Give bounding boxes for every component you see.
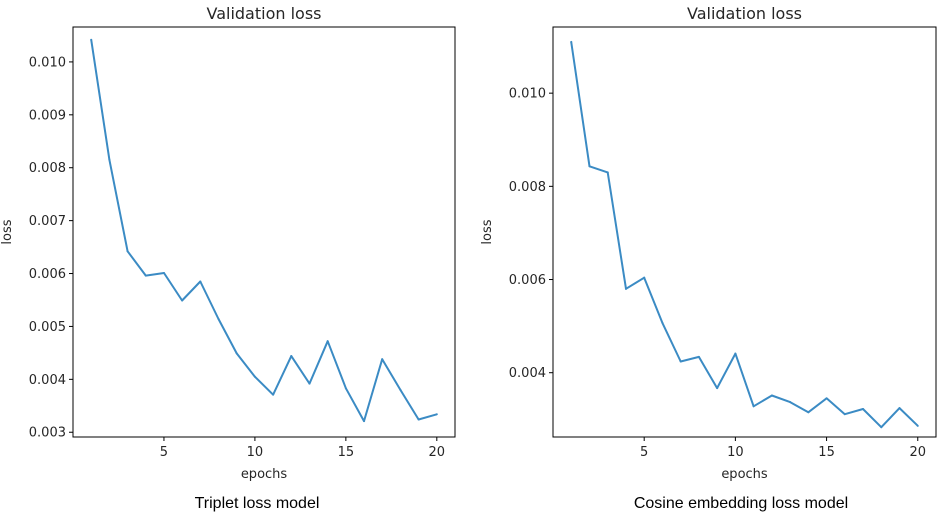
x-tick-label: 5 xyxy=(160,445,168,460)
data-point xyxy=(606,171,609,174)
data-point xyxy=(843,413,846,416)
data-point xyxy=(697,355,700,358)
chart-panel-1: Validation loss 5 10 15 20 0.003 0.004 0.005 0.0… xyxy=(0,4,456,512)
x-tick-label: 15 xyxy=(338,445,355,460)
chart-caption: Cosine embedding loss model xyxy=(634,495,848,512)
data-point xyxy=(381,358,384,361)
data-point xyxy=(363,420,366,423)
data-point xyxy=(290,355,293,358)
data-point xyxy=(199,280,202,283)
y-tick-label: 0.006 xyxy=(29,267,66,282)
y-tick-label: 0.007 xyxy=(29,214,66,229)
x-tick-label: 10 xyxy=(727,445,744,460)
data-point xyxy=(181,299,184,302)
data-point xyxy=(770,394,773,397)
data-point xyxy=(643,276,646,279)
y-tick-label: 0.003 xyxy=(29,426,66,441)
data-point xyxy=(326,340,329,343)
data-point xyxy=(679,360,682,363)
y-tick-label: 0.006 xyxy=(509,273,546,288)
x-axis-label: epochs xyxy=(721,467,768,482)
data-point xyxy=(253,375,256,378)
x-tick-label: 5 xyxy=(640,445,648,460)
y-tick-label: 0.008 xyxy=(509,180,546,195)
data-point xyxy=(916,424,919,427)
series-line xyxy=(570,41,919,429)
data-point xyxy=(108,158,111,161)
y-tick-label: 0.009 xyxy=(29,108,66,123)
plot-frame xyxy=(552,26,937,438)
x-axis-label: epochs xyxy=(241,467,288,482)
data-point xyxy=(898,407,901,410)
data-point xyxy=(880,426,883,429)
data-point xyxy=(588,165,591,168)
data-point xyxy=(217,318,220,321)
data-point xyxy=(344,387,347,390)
data-point xyxy=(417,418,420,421)
data-point xyxy=(435,413,438,416)
data-point xyxy=(162,272,165,274)
plot-frame xyxy=(72,26,456,438)
y-tick-label: 0.004 xyxy=(509,366,546,381)
data-point xyxy=(862,408,865,411)
x-tick-label: 20 xyxy=(909,445,926,460)
chart-title: Validation loss xyxy=(687,4,802,23)
y-tick-label: 0.005 xyxy=(29,320,66,335)
chart-panel-2: Validation loss 5 10 15 20 0.004 0.006 0.008 0.0… xyxy=(480,4,937,512)
data-point xyxy=(789,401,792,404)
y-tick-label: 0.010 xyxy=(509,87,546,102)
series-line xyxy=(90,39,438,423)
y-tick-label: 0.004 xyxy=(29,373,66,388)
x-tick-label: 15 xyxy=(818,445,835,460)
y-tick-label: 0.008 xyxy=(29,161,66,176)
x-tick-label: 10 xyxy=(247,445,264,460)
data-point xyxy=(308,382,311,385)
data-point xyxy=(90,38,93,41)
chart-title: Validation loss xyxy=(207,4,322,23)
data-point xyxy=(235,352,238,355)
x-tick-label: 20 xyxy=(429,445,446,460)
data-point xyxy=(144,274,147,277)
y-axis-label: loss xyxy=(480,219,495,244)
data-point xyxy=(570,40,573,43)
y-axis-label: loss xyxy=(0,219,15,244)
data-point xyxy=(399,388,402,391)
data-point xyxy=(752,405,755,408)
y-tick-label: 0.010 xyxy=(29,55,66,70)
data-point xyxy=(825,397,828,400)
data-point xyxy=(272,393,275,396)
data-point xyxy=(716,387,719,390)
data-point xyxy=(624,287,627,290)
data-point xyxy=(734,352,737,355)
data-point xyxy=(126,250,129,253)
data-point xyxy=(807,411,810,414)
data-point xyxy=(661,321,664,324)
chart-caption: Triplet loss model xyxy=(195,495,320,512)
